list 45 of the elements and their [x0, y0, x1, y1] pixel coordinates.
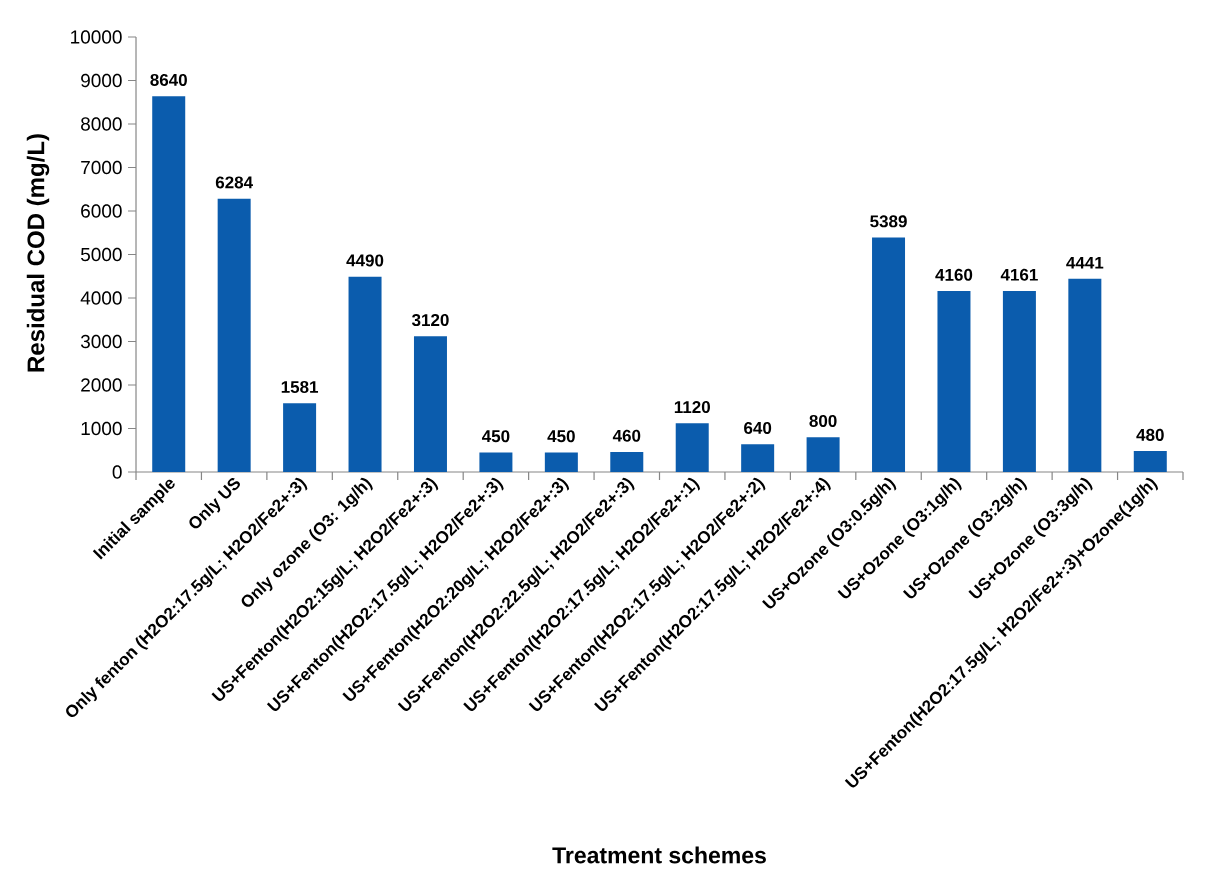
- y-tick-label: 10000: [71, 30, 122, 44]
- bar: [1068, 278, 1102, 472]
- bar: [806, 437, 840, 472]
- bar: [1002, 290, 1036, 472]
- bar: [479, 452, 513, 472]
- data-label: 1120: [674, 401, 710, 414]
- data-label: 4161: [1000, 268, 1038, 281]
- bar: [872, 237, 906, 472]
- bar: [348, 276, 382, 472]
- bar: [610, 451, 644, 472]
- y-axis-title: Residual COD (mg/L): [26, 134, 50, 372]
- data-label: 450: [547, 430, 575, 443]
- bar: [675, 423, 709, 472]
- y-tick-label: 5000: [80, 247, 122, 262]
- data-label: 3120: [411, 314, 449, 327]
- data-label: 5389: [870, 215, 907, 228]
- y-tick-label: 4000: [80, 291, 122, 305]
- data-label: 4490: [346, 254, 384, 267]
- data-label: 4160: [935, 268, 973, 281]
- data-label: 460: [612, 429, 641, 442]
- bar: [741, 444, 775, 472]
- y-tick-label: 3000: [80, 334, 122, 349]
- y-tick-label: 0: [112, 465, 122, 479]
- data-label: 800: [809, 414, 837, 427]
- data-label: 8640: [150, 73, 187, 86]
- y-tick-label: 6000: [81, 204, 122, 218]
- x-axis-title: Treatment schemes: [552, 846, 766, 864]
- bar: [937, 291, 971, 472]
- data-label: 6284: [215, 176, 253, 189]
- bar: [413, 336, 447, 472]
- y-tick-label: 8000: [81, 117, 122, 131]
- bar: [283, 403, 317, 472]
- data-label: 450: [481, 430, 510, 443]
- y-tick-label: 2000: [81, 378, 122, 392]
- y-tick-label: 7000: [81, 160, 122, 175]
- data-label: 640: [744, 421, 772, 434]
- y-tick-label: 9000: [81, 73, 122, 88]
- data-label: 1581: [281, 380, 319, 394]
- bar: [1133, 451, 1167, 472]
- bar: [152, 96, 186, 472]
- data-label: 480: [1136, 428, 1164, 441]
- bar: [544, 452, 578, 472]
- data-label: 4441: [1066, 256, 1104, 269]
- y-tick-label: 1000: [81, 421, 122, 436]
- bar: [217, 198, 251, 472]
